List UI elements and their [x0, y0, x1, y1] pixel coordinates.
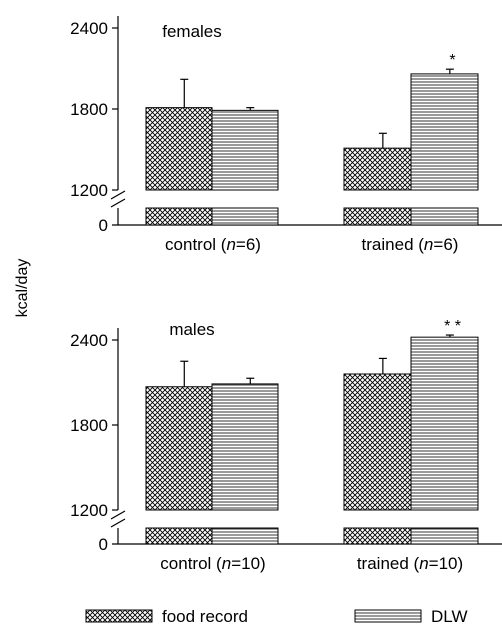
bar-trained-dlw	[410, 336, 479, 511]
y-tick-label: 0	[99, 535, 108, 554]
chart-panels: 1200 1800 2400 0 females control (n=6) * traine…	[70, 16, 502, 573]
panel-title: females	[162, 22, 222, 41]
bar-trained-dlw	[410, 73, 479, 191]
y-tick-label: 1200	[70, 181, 108, 200]
y-tick-label: 1200	[70, 501, 108, 520]
y-axis-label: kcal/day	[14, 259, 31, 318]
y-tick-label: 1800	[70, 100, 108, 119]
y-tick-label: 0	[99, 216, 108, 235]
bar-trained-dlw-base	[410, 527, 479, 545]
significance-marker: * *	[444, 318, 461, 335]
axis-break-mark	[110, 190, 126, 200]
bar-control-dlw	[211, 383, 279, 511]
bar-trained-food-record	[343, 147, 412, 191]
bar-trained-food-record-base	[343, 207, 412, 226]
bar-trained-dlw-base	[410, 207, 479, 226]
significance-marker: *	[449, 52, 455, 69]
legend-swatch-dlw	[354, 609, 422, 623]
bar-control-food-record-base	[145, 527, 213, 545]
bar-control-food-record	[145, 107, 213, 191]
category-label-control: control (n=6)	[165, 235, 261, 254]
panel-females: 1200 1800 2400 0 females control (n=6) * traine…	[70, 16, 502, 254]
bar-control-food-record-base	[145, 207, 213, 226]
bar-control-dlw-base	[211, 207, 279, 226]
bar-trained-food-record-base	[343, 527, 412, 545]
bar-control-dlw-base	[211, 527, 279, 545]
axis-break-mark	[110, 198, 126, 208]
panel-males: 1200 1800 2400 0 males control (n=10) * * train…	[70, 318, 502, 573]
y-tick-label: 2400	[70, 331, 108, 350]
y-tick-label: 2400	[70, 19, 108, 38]
panel-title: males	[169, 320, 214, 339]
legend-label-food-record: food record	[162, 607, 248, 626]
y-tick-label: 1800	[70, 416, 108, 435]
bar-trained-food-record	[343, 373, 412, 511]
legend-swatch-food-record	[85, 609, 153, 623]
bar-control-dlw	[211, 109, 279, 191]
category-label-trained: trained (n=6)	[362, 235, 459, 254]
category-label-control: control (n=10)	[160, 554, 265, 573]
axis-break-mark	[110, 510, 126, 520]
category-label-trained: trained (n=10)	[357, 554, 463, 573]
legend: food record DLW	[85, 607, 468, 626]
axis-break-mark	[110, 518, 126, 528]
legend-label-dlw: DLW	[431, 607, 468, 626]
bar-control-food-record	[145, 386, 213, 511]
